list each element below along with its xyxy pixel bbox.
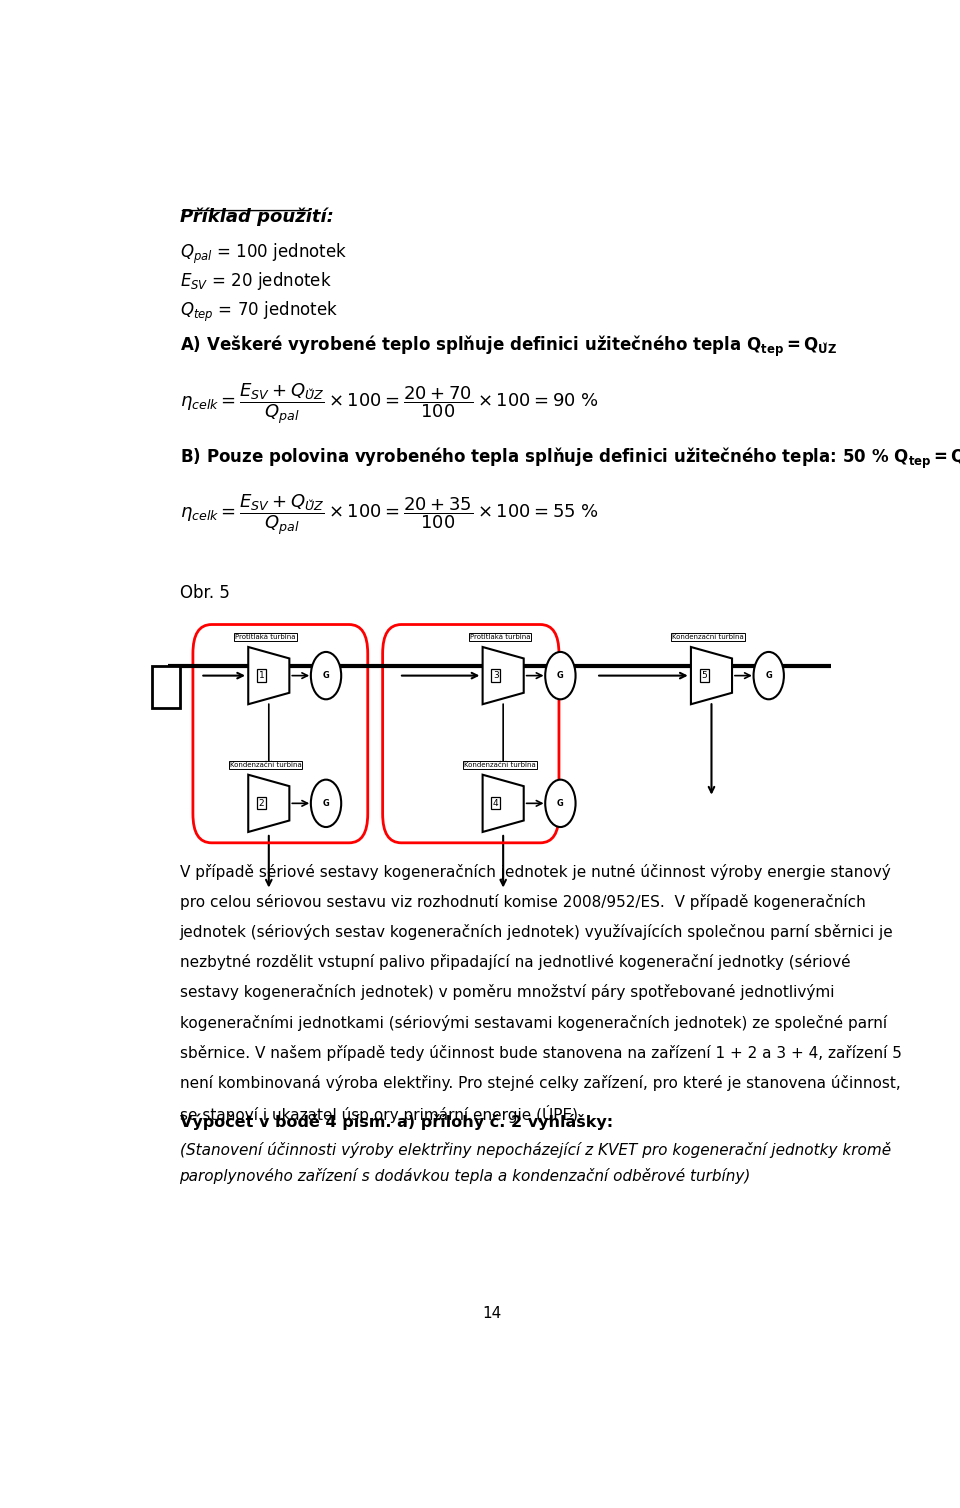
Text: Výpočet v bodě 4 písm. a) přílohy č. 2 vyhlášky:: Výpočet v bodě 4 písm. a) přílohy č. 2 v… bbox=[180, 1113, 612, 1129]
Text: G: G bbox=[323, 671, 329, 680]
Text: $E_{SV}$ = 20 jednotek: $E_{SV}$ = 20 jednotek bbox=[180, 270, 331, 293]
Polygon shape bbox=[249, 647, 289, 704]
FancyBboxPatch shape bbox=[152, 667, 180, 709]
Text: B) Pouze polovina vyrobeného tepla splňuje definici užitečného tepla: 50 % $\mat: B) Pouze polovina vyrobeného tepla splňu… bbox=[180, 446, 960, 470]
Text: Protitlaká turbina: Protitlaká turbina bbox=[235, 633, 296, 639]
Text: G: G bbox=[557, 671, 564, 680]
Text: nezbytné rozdělit vstupní palivo připadající na jednotlivé kogenerační jednotky : nezbytné rozdělit vstupní palivo připada… bbox=[180, 955, 851, 970]
Circle shape bbox=[754, 651, 784, 700]
Text: $Q_{pal}$ = 100 jednotek: $Q_{pal}$ = 100 jednotek bbox=[180, 241, 347, 265]
Text: pro celou sériovou sestavu viz rozhodnutí komise 2008/952/ES.  V případě kogener: pro celou sériovou sestavu viz rozhodnut… bbox=[180, 894, 865, 909]
Text: Kondenzační turbina: Kondenzační turbina bbox=[672, 633, 744, 639]
Text: 1: 1 bbox=[258, 671, 264, 680]
Text: paroplynového zařízení s dodávkou tepla a kondenzační odběrové turbíny): paroplynového zařízení s dodávkou tepla … bbox=[180, 1167, 751, 1184]
Polygon shape bbox=[483, 775, 524, 832]
Text: 4: 4 bbox=[492, 799, 498, 808]
Text: (Stanovení účinnosti výroby elektrřiny nepocházející z KVET pro kogenerační jedn: (Stanovení účinnosti výroby elektrřiny n… bbox=[180, 1143, 891, 1158]
Text: sběrnice. V našem případě tedy účinnost bude stanovena na zařízení 1 + 2 a 3 + 4: sběrnice. V našem případě tedy účinnost … bbox=[180, 1045, 901, 1060]
Text: G: G bbox=[765, 671, 772, 680]
Text: 2: 2 bbox=[258, 799, 264, 808]
Text: 14: 14 bbox=[482, 1306, 502, 1321]
Text: G: G bbox=[323, 799, 329, 808]
Circle shape bbox=[311, 651, 341, 700]
Text: A) Veškeré vyrobené teplo splňuje definici užitečného tepla $\mathbf{Q_{tep} = Q: A) Veškeré vyrobené teplo splňuje defini… bbox=[180, 335, 836, 359]
Text: Kondenzační turbina: Kondenzační turbina bbox=[464, 762, 536, 768]
Text: se stanoví i ukazatel úsp ory primární energie (ÚPE).: se stanoví i ukazatel úsp ory primární e… bbox=[180, 1105, 583, 1123]
Text: Obr. 5: Obr. 5 bbox=[180, 584, 229, 602]
Polygon shape bbox=[249, 775, 289, 832]
Text: sestavy kogeneračních jednotek) v poměru množství páry spotřebované jednotlivými: sestavy kogeneračních jednotek) v poměru… bbox=[180, 985, 834, 1000]
Text: V případě sériové sestavy kogeneračních jednotek je nutné účinnost výroby energi: V případě sériové sestavy kogeneračních … bbox=[180, 864, 890, 879]
Circle shape bbox=[545, 651, 576, 700]
Text: jednotek (sériových sestav kogeneračních jednotek) využívajících společnou parní: jednotek (sériových sestav kogeneračních… bbox=[180, 924, 893, 939]
Text: Příklad použití:: Příklad použití: bbox=[180, 208, 333, 226]
Text: 5: 5 bbox=[701, 671, 707, 680]
Text: není kombinovaná výroba elektřiny. Pro stejné celky zařízení, pro které je stano: není kombinovaná výroba elektřiny. Pro s… bbox=[180, 1075, 900, 1092]
Text: kogeneračními jednotkami (sériovými sestavami kogeneračních jednotek) ze společn: kogeneračními jednotkami (sériovými sest… bbox=[180, 1015, 887, 1030]
Polygon shape bbox=[691, 647, 732, 704]
Text: G: G bbox=[557, 799, 564, 808]
Circle shape bbox=[311, 780, 341, 826]
Text: $\eta_{celk} = \dfrac{E_{SV} + Q_{U\check{Z}}}{Q_{pal}} \times 100 = \dfrac{20 +: $\eta_{celk} = \dfrac{E_{SV} + Q_{U\chec… bbox=[180, 492, 598, 537]
Text: Protitlaká turbina: Protitlaká turbina bbox=[469, 633, 530, 639]
Text: 3: 3 bbox=[492, 671, 498, 680]
Text: $\eta_{celk} = \dfrac{E_{SV} + Q_{U\check{Z}}}{Q_{pal}} \times 100 = \dfrac{20 +: $\eta_{celk} = \dfrac{E_{SV} + Q_{U\chec… bbox=[180, 380, 598, 425]
Text: $Q_{tep}$ = 70 jednotek: $Q_{tep}$ = 70 jednotek bbox=[180, 300, 338, 324]
Circle shape bbox=[545, 780, 576, 826]
Text: Kondenzační turbina: Kondenzační turbina bbox=[229, 762, 301, 768]
Polygon shape bbox=[483, 647, 524, 704]
